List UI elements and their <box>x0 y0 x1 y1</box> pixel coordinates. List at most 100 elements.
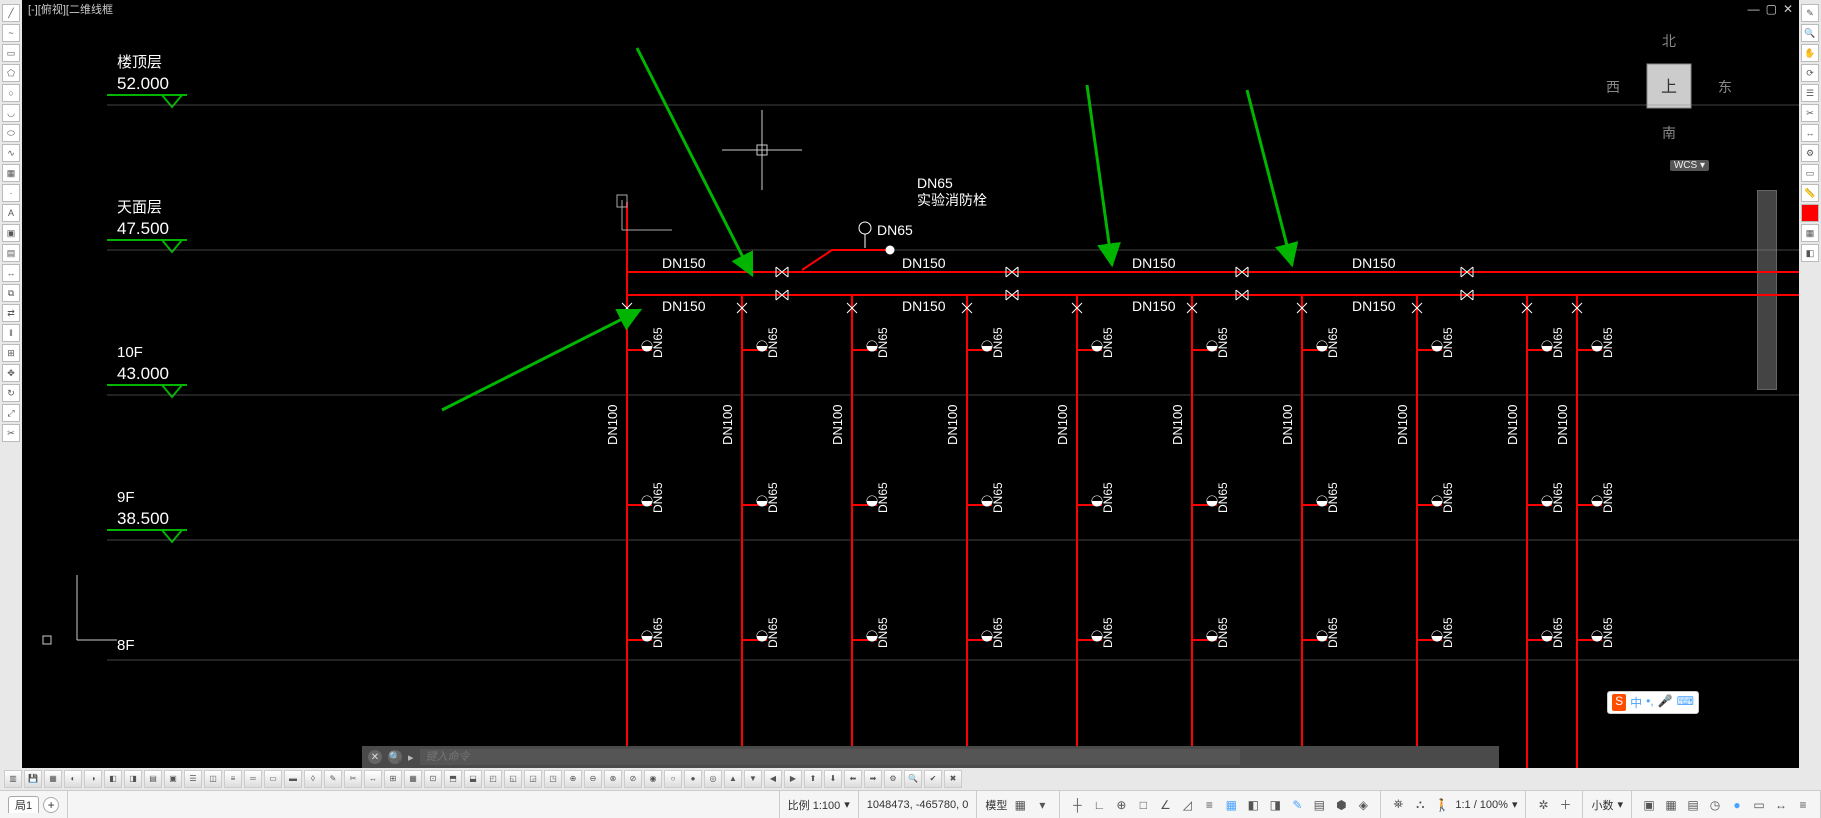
toolstrip-icon[interactable]: ▬ <box>284 770 302 788</box>
toolstrip-icon[interactable]: ◑ <box>84 770 102 788</box>
toolstrip-icon[interactable]: ◐ <box>64 770 82 788</box>
tool-move-icon[interactable]: ✥ <box>2 364 20 382</box>
tool-rotate-icon[interactable]: ↻ <box>2 384 20 402</box>
tool-polyline-icon[interactable]: ~ <box>2 24 20 42</box>
toolstrip-icon[interactable]: ◱ <box>504 770 522 788</box>
toolstrip-icon[interactable]: ◨ <box>124 770 142 788</box>
ruler-tool-icon[interactable]: 📏 <box>1801 184 1819 202</box>
angle-icon[interactable]: ∠ <box>1156 796 1174 814</box>
anno-scale[interactable]: 1:1 / 100% <box>1455 799 1508 811</box>
tool-trim-icon[interactable]: ✂ <box>2 424 20 442</box>
toolstrip-icon[interactable]: ◳ <box>544 770 562 788</box>
tool-mirror-icon[interactable]: ⇄ <box>2 304 20 322</box>
tool-polygon-icon[interactable]: ⬠ <box>2 64 20 82</box>
toolstrip-icon[interactable]: ◫ <box>204 770 222 788</box>
tool-scale-icon[interactable]: ⤢ <box>2 404 20 422</box>
toolstrip-icon[interactable]: ▥ <box>4 770 22 788</box>
tray-icon[interactable]: ▤ <box>1684 796 1702 814</box>
cmd-search-icon[interactable]: 🔍 <box>388 750 402 764</box>
toolstrip-icon[interactable]: ⬇ <box>824 770 842 788</box>
sel-cyc-icon[interactable]: ◧ <box>1244 796 1262 814</box>
toolstrip-icon[interactable]: ◎ <box>704 770 722 788</box>
tray-icon[interactable]: ◷ <box>1706 796 1724 814</box>
tool-ellipse-icon[interactable]: ⬭ <box>2 124 20 142</box>
walk-icon[interactable]: 🚶 <box>1433 796 1451 814</box>
tray-icon[interactable]: ● <box>1728 796 1746 814</box>
toolstrip-icon[interactable]: ◊ <box>304 770 322 788</box>
toolstrip-icon[interactable]: ➡ <box>864 770 882 788</box>
maximize-icon[interactable]: ▢ <box>1766 2 1777 16</box>
toolstrip-icon[interactable]: ▦ <box>404 770 422 788</box>
toolstrip-icon[interactable]: ⊕ <box>564 770 582 788</box>
toolstrip-icon[interactable]: ⊡ <box>424 770 442 788</box>
tray-icon[interactable]: ≡ <box>1794 796 1812 814</box>
tool-circle-icon[interactable]: ○ <box>2 84 20 102</box>
toolstrip-icon[interactable]: ⬓ <box>464 770 482 788</box>
props-tool-icon[interactable]: ⚙ <box>1801 144 1819 162</box>
3d-icon[interactable]: ⬢ <box>1332 796 1350 814</box>
toolstrip-icon[interactable]: ✂ <box>344 770 362 788</box>
tray-icon[interactable]: ▣ <box>1640 796 1658 814</box>
toolstrip-icon[interactable]: ◉ <box>644 770 662 788</box>
gear-icon[interactable]: ✲ <box>1534 796 1552 814</box>
grid-toggle-icon[interactable]: ▦ <box>1011 796 1029 814</box>
tool-block-icon[interactable]: ▣ <box>2 224 20 242</box>
grid-tool-icon[interactable]: ▦ <box>1801 224 1819 242</box>
ime-bar[interactable]: S 中 •, 🎤 ⌨ <box>1607 691 1699 714</box>
toolstrip-icon[interactable]: ↔ <box>364 770 382 788</box>
tool-point-icon[interactable]: · <box>2 184 20 202</box>
toolstrip-icon[interactable]: ▭ <box>264 770 282 788</box>
tool-offset-icon[interactable]: ‖ <box>2 324 20 342</box>
color-tool-icon[interactable] <box>1801 204 1819 222</box>
3d2-icon[interactable]: ◈ <box>1354 796 1372 814</box>
space-label[interactable]: 模型 <box>985 797 1007 813</box>
polar-icon[interactable]: ⊕ <box>1112 796 1130 814</box>
tray-icon[interactable]: ↔ <box>1772 796 1790 814</box>
toolstrip-icon[interactable]: ⊘ <box>624 770 642 788</box>
toolstrip-icon[interactable]: ● <box>684 770 702 788</box>
toolstrip-icon[interactable]: ▼ <box>744 770 762 788</box>
close-icon[interactable]: ✕ <box>1783 2 1793 16</box>
layer-tool-icon[interactable]: ☰ <box>1801 84 1819 102</box>
clip-tool-icon[interactable]: ✂ <box>1801 104 1819 122</box>
toolstrip-icon[interactable]: ⚙ <box>884 770 902 788</box>
toolstrip-icon[interactable]: ⊗ <box>604 770 622 788</box>
toolstrip-icon[interactable]: ◲ <box>524 770 542 788</box>
toolstrip-icon[interactable]: ⬒ <box>444 770 462 788</box>
zoom-tool-icon[interactable]: 🔍 <box>1801 24 1819 42</box>
trans-icon[interactable]: ▦ <box>1222 796 1240 814</box>
tool-copy-icon[interactable]: ⧉ <box>2 284 20 302</box>
tool-dim-icon[interactable]: ↔ <box>2 264 20 282</box>
units-label[interactable]: 小数 <box>1591 797 1613 813</box>
angle2-icon[interactable]: ◿ <box>1178 796 1196 814</box>
osnap-icon[interactable]: □ <box>1134 796 1152 814</box>
toolstrip-icon[interactable]: ☰ <box>184 770 202 788</box>
toolstrip-icon[interactable]: ○ <box>664 770 682 788</box>
sel-cyc2-icon[interactable]: ◨ <box>1266 796 1284 814</box>
pan-tool-icon[interactable]: ✋ <box>1801 44 1819 62</box>
dropdown-icon[interactable]: ▾ <box>1033 796 1051 814</box>
toolstrip-icon[interactable]: ⊞ <box>384 770 402 788</box>
toolstrip-icon[interactable]: ◧ <box>104 770 122 788</box>
filter-icon[interactable]: ▤ <box>1310 796 1328 814</box>
toolstrip-icon[interactable]: ◰ <box>484 770 502 788</box>
snap-icon[interactable]: ┼ <box>1068 796 1086 814</box>
layout-tab[interactable]: 局1 <box>8 796 39 813</box>
toolstrip-icon[interactable]: ≡ <box>224 770 242 788</box>
ortho-icon[interactable]: ∟ <box>1090 796 1108 814</box>
toolstrip-icon[interactable]: ▣ <box>164 770 182 788</box>
toolstrip-icon[interactable]: ✎ <box>324 770 342 788</box>
orbit-tool-icon[interactable]: ⟳ <box>1801 64 1819 82</box>
tool-array-icon[interactable]: ⊞ <box>2 344 20 362</box>
toolstrip-icon[interactable]: ⬅ <box>844 770 862 788</box>
lwt-icon[interactable]: ≡ <box>1200 796 1218 814</box>
toolstrip-icon[interactable]: ✖ <box>944 770 962 788</box>
misc-tool-icon[interactable]: ◧ <box>1801 244 1819 262</box>
toolstrip-icon[interactable]: ✔ <box>924 770 942 788</box>
toolstrip-icon[interactable]: ⬆ <box>804 770 822 788</box>
toolstrip-icon[interactable]: 💾 <box>24 770 42 788</box>
toolstrip-icon[interactable]: ▶ <box>784 770 802 788</box>
dist-tool-icon[interactable]: ↔ <box>1801 124 1819 142</box>
add-layout-button[interactable]: + <box>43 797 59 813</box>
sel-tool-icon[interactable]: ▭ <box>1801 164 1819 182</box>
